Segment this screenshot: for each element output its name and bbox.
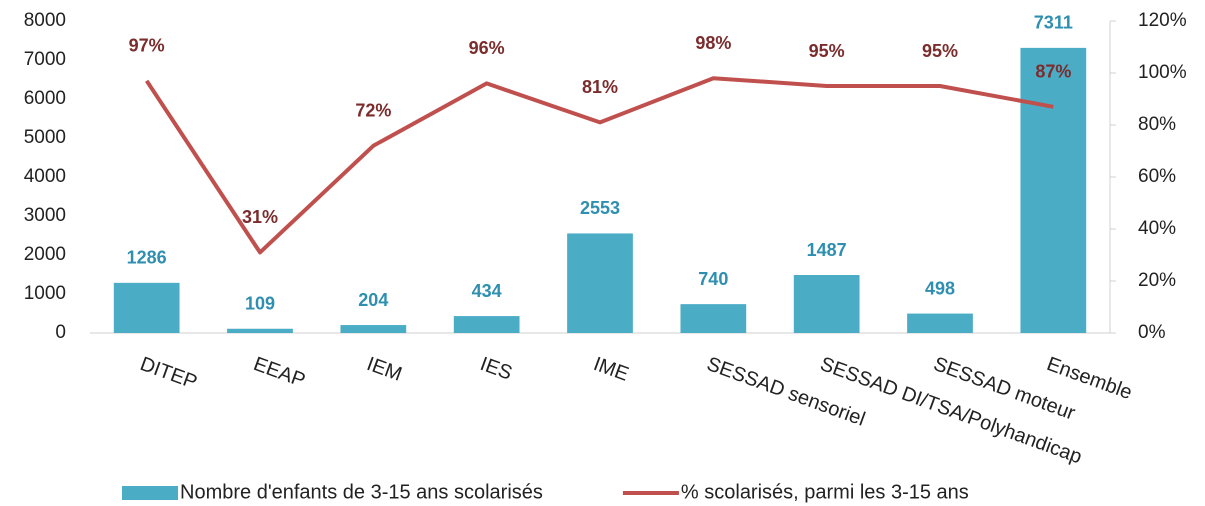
- x-tick-label: IES: [477, 353, 515, 385]
- line: [144, 76, 1054, 255]
- bar-value-label: 109: [245, 293, 275, 313]
- line-value-label: 98%: [695, 33, 731, 53]
- legend-swatch: [122, 486, 178, 500]
- y-tick-label: 7000: [24, 49, 66, 70]
- y-tick-label: 8000: [24, 10, 66, 31]
- y2-tick-label: 0%: [1138, 322, 1166, 343]
- line-value-label: 72%: [355, 101, 391, 121]
- line-value-label: 87%: [1035, 62, 1071, 82]
- bar-value-label: 434: [472, 281, 502, 301]
- bar-value-label: 204: [358, 290, 388, 310]
- bar-value-label: 740: [698, 269, 728, 289]
- y-tick-label: 4000: [24, 166, 66, 187]
- bar: [793, 275, 860, 333]
- bar-value-label: 1487: [807, 240, 847, 260]
- line-value-label: 97%: [129, 36, 165, 56]
- bar-value-label: 7311: [1034, 13, 1073, 33]
- y2-tick-label: 120%: [1138, 10, 1187, 31]
- line-value-label: 95%: [809, 41, 845, 61]
- bar: [227, 328, 293, 333]
- bar-value-label: 1286: [127, 248, 167, 268]
- y2-tick-label: 100%: [1138, 62, 1187, 83]
- bar: [453, 316, 520, 333]
- y2-tick-label: 40%: [1138, 218, 1176, 239]
- x-tick-label: IEM: [364, 353, 405, 386]
- bar: [680, 304, 747, 333]
- y2-tick-label: 20%: [1138, 270, 1176, 291]
- bar: [907, 313, 973, 333]
- legend-label: Nombre d'enfants de 3-15 ans scolarisés: [180, 481, 543, 503]
- y-tick-label: 6000: [24, 88, 66, 109]
- y-tick-label: 2000: [24, 244, 66, 265]
- y-tick-label: 3000: [24, 205, 66, 226]
- line-value-label: 81%: [582, 77, 618, 97]
- bar-value-label: 498: [925, 278, 955, 298]
- bar: [1020, 47, 1087, 333]
- y2-tick-label: 80%: [1138, 114, 1176, 135]
- x-tick-label: EEAP: [250, 353, 308, 392]
- y-tick-label: 1000: [24, 283, 66, 304]
- bar: [567, 233, 633, 333]
- x-tick-label: DITEP: [137, 353, 200, 394]
- x-tick-label: IME: [590, 353, 631, 386]
- line-value-label: 31%: [242, 207, 278, 227]
- legend-label: % scolarisés, parmi les 3-15 ans: [681, 481, 969, 503]
- bar: [340, 325, 407, 333]
- bar: [113, 282, 180, 333]
- y-tick-label: 0: [55, 322, 66, 343]
- line-value-label: 96%: [469, 38, 505, 58]
- bar-value-label: 2553: [580, 198, 620, 218]
- y2-tick-label: 60%: [1138, 166, 1176, 187]
- line-value-label: 95%: [922, 41, 958, 61]
- y-tick-label: 5000: [24, 127, 66, 148]
